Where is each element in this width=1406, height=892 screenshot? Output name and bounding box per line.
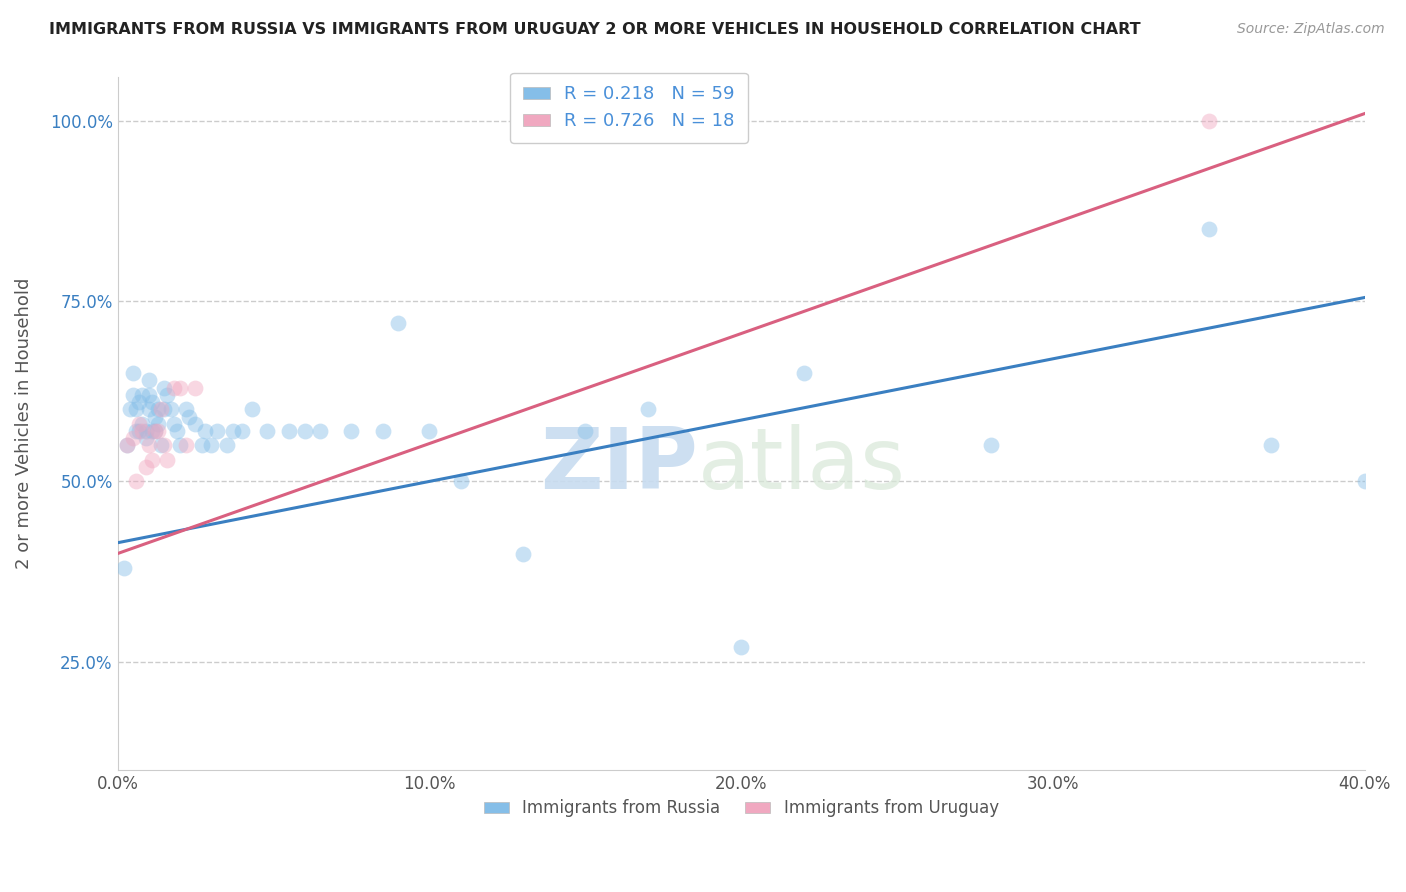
Point — [156, 388, 179, 402]
Text: Source: ZipAtlas.com: Source: ZipAtlas.com — [1237, 22, 1385, 37]
Point — [150, 402, 173, 417]
Point — [730, 640, 752, 655]
Point — [150, 438, 173, 452]
Text: ZIP: ZIP — [540, 424, 697, 507]
Point — [112, 561, 135, 575]
Point — [574, 424, 596, 438]
Point — [450, 475, 472, 489]
Point — [118, 402, 141, 417]
Point — [122, 431, 145, 445]
Point — [1198, 222, 1220, 236]
Point — [138, 402, 160, 417]
Point — [418, 424, 440, 438]
Point — [146, 424, 169, 438]
Point — [141, 424, 163, 438]
Point — [115, 438, 138, 452]
Point — [143, 409, 166, 424]
Point — [125, 424, 148, 438]
Point — [135, 424, 157, 438]
Point — [309, 424, 332, 438]
Point — [371, 424, 394, 438]
Point — [294, 424, 316, 438]
Point — [184, 417, 207, 431]
Text: atlas: atlas — [697, 424, 905, 507]
Point — [240, 402, 263, 417]
Point — [207, 424, 229, 438]
Point — [256, 424, 278, 438]
Point — [153, 438, 176, 452]
Point — [156, 452, 179, 467]
Point — [122, 388, 145, 402]
Point — [1198, 113, 1220, 128]
Point — [153, 402, 176, 417]
Point — [637, 402, 659, 417]
Point — [146, 417, 169, 431]
Point — [340, 424, 363, 438]
Point — [138, 388, 160, 402]
Point — [1260, 438, 1282, 452]
Point — [387, 316, 409, 330]
Legend: Immigrants from Russia, Immigrants from Uruguay: Immigrants from Russia, Immigrants from … — [477, 793, 1005, 824]
Point — [980, 438, 1002, 452]
Point — [128, 424, 150, 438]
Point — [190, 438, 212, 452]
Point — [141, 452, 163, 467]
Point — [131, 417, 153, 431]
Point — [194, 424, 217, 438]
Point — [131, 424, 153, 438]
Point — [163, 417, 186, 431]
Point — [122, 366, 145, 380]
Point — [231, 424, 253, 438]
Point — [141, 395, 163, 409]
Point — [143, 424, 166, 438]
Point — [278, 424, 301, 438]
Point — [153, 381, 176, 395]
Point — [222, 424, 245, 438]
Y-axis label: 2 or more Vehicles in Household: 2 or more Vehicles in Household — [15, 278, 32, 569]
Point — [128, 417, 150, 431]
Point — [512, 547, 534, 561]
Point — [215, 438, 238, 452]
Point — [135, 431, 157, 445]
Point — [163, 381, 186, 395]
Point — [169, 381, 191, 395]
Point — [115, 438, 138, 452]
Point — [159, 402, 181, 417]
Point — [184, 381, 207, 395]
Point — [166, 424, 188, 438]
Point — [128, 395, 150, 409]
Point — [143, 424, 166, 438]
Point — [169, 438, 191, 452]
Text: IMMIGRANTS FROM RUSSIA VS IMMIGRANTS FROM URUGUAY 2 OR MORE VEHICLES IN HOUSEHOL: IMMIGRANTS FROM RUSSIA VS IMMIGRANTS FRO… — [49, 22, 1140, 37]
Point — [138, 373, 160, 387]
Point — [131, 388, 153, 402]
Point — [200, 438, 222, 452]
Point — [125, 475, 148, 489]
Point — [174, 402, 197, 417]
Point — [138, 438, 160, 452]
Point — [174, 438, 197, 452]
Point — [793, 366, 815, 380]
Point — [135, 460, 157, 475]
Point — [125, 402, 148, 417]
Point — [1354, 475, 1376, 489]
Point — [179, 409, 201, 424]
Point — [146, 402, 169, 417]
